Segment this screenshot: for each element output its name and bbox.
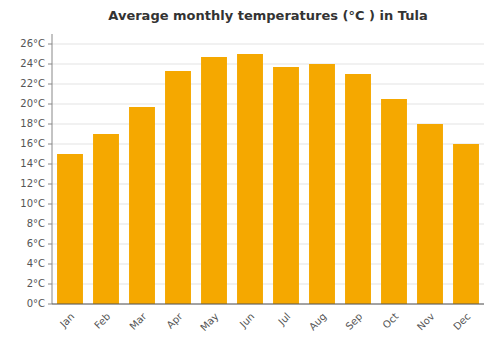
y-tick [48,204,52,205]
bar [93,134,119,304]
x-tick-label: Apr [164,310,185,331]
bar [201,57,227,304]
x-tick-label: Jul [275,311,292,328]
y-tick [48,144,52,145]
y-tick-label: 20°C [20,98,45,109]
bar [57,154,83,304]
y-tick-label: 22°C [20,78,45,89]
x-tick-label: May [198,311,220,333]
page: {"chart_data": {"type": "bar", "title": … [0,0,500,350]
chart-svg: 0°C 2°C 4°C 6°C 8°C 10°C 12°C 14°C 16°C 18°C 20°C 2… [0,0,500,350]
grid-line [52,304,484,305]
y-tick-label: 18°C [20,118,45,129]
y-tick [48,84,52,85]
y-tick-label: 26°C [20,38,45,49]
y-tick [48,124,52,125]
y-tick [48,304,52,305]
y-tick [48,44,52,45]
y-tick [48,224,52,225]
bars [57,54,479,304]
y-tick-label: 4°C [27,258,45,269]
x-tick-label: Jan [57,311,76,330]
y-axis-line [52,34,53,304]
grid-line [52,44,484,45]
chart-container: 0°C 2°C 4°C 6°C 8°C 10°C 12°C 14°C 16°C 18°C 20°C 2… [0,0,500,350]
x-axis: Jan Feb Mar Apr May Jun Jul Aug Sep Oct Nov Dec [52,304,484,333]
grid-line [52,84,484,85]
x-tick-label: Dec [451,311,472,332]
y-axis: 0°C 2°C 4°C 6°C 8°C 10°C 12°C 14°C 16°C 18°C 20°C 2… [20,34,52,309]
y-tick-label: 0°C [27,298,45,309]
bar [273,67,299,304]
y-tick-label: 24°C [20,58,45,69]
bar [453,144,479,304]
title: Average monthly temperatures (°C ) in Tu… [108,8,427,23]
y-tick-label: 6°C [27,238,45,249]
x-tick-label: Feb [92,311,112,331]
grid [52,44,484,304]
bar [309,64,335,304]
grid-line [52,104,484,105]
y-tick-label: 14°C [20,158,45,169]
y-tick [48,284,52,285]
y-tick-label: 10°C [20,198,45,209]
y-tick-label: 16°C [20,138,45,149]
y-tick [48,164,52,165]
bar [417,124,443,304]
grid-line [52,64,484,65]
x-tick-label: Nov [415,311,437,333]
bar [129,107,155,304]
x-tick-label: Oct [380,311,400,331]
x-tick-label: Jun [237,311,257,331]
y-tick [48,244,52,245]
y-tick [48,264,52,265]
x-axis-line [52,304,484,305]
y-tick [48,184,52,185]
y-tick [48,104,52,105]
bar [345,74,371,304]
x-tick-label: Aug [307,311,329,333]
bar [237,54,263,304]
y-tick [48,64,52,65]
y-tick-label: 12°C [20,178,45,189]
x-tick-label: Sep [343,311,364,332]
x-tick-label: Mar [127,310,149,332]
bar [381,99,407,304]
y-tick-label: 2°C [27,278,45,289]
y-tick-label: 8°C [27,218,45,229]
bar [165,71,191,304]
